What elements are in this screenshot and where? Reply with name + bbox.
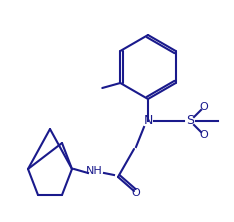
Text: N: N xyxy=(143,115,153,127)
Text: O: O xyxy=(200,102,208,112)
Text: O: O xyxy=(132,188,140,198)
Text: NH: NH xyxy=(86,166,102,176)
Text: S: S xyxy=(186,115,194,127)
Text: O: O xyxy=(200,130,208,140)
